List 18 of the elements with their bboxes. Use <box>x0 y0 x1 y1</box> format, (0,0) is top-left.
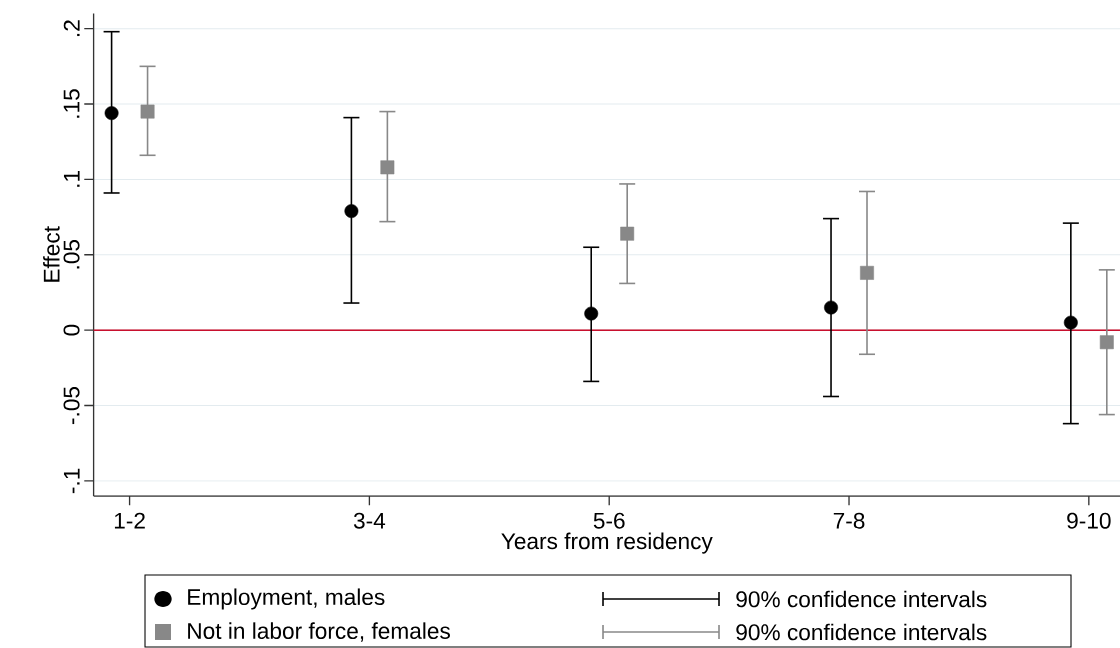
y-tick-label: .2 <box>63 20 80 37</box>
text: 90% confidence intervals <box>736 623 987 641</box>
text: 90% confidence intervals <box>736 590 987 608</box>
x-tick-label: 1-2 <box>114 512 145 529</box>
y-axis-title: Effect <box>43 226 60 282</box>
y-tick-label: .05 <box>63 239 80 269</box>
y-tick-label: 0 <box>63 324 80 336</box>
x-tick-label: 7-8 <box>833 512 865 529</box>
y-tick-label: .15 <box>63 89 80 118</box>
legend-label: Employment, males <box>188 588 385 610</box>
y-tick-label: .1 <box>63 171 80 187</box>
x-tick-label: 9-10 <box>1067 512 1111 529</box>
x-axis-title: Years from residency <box>501 532 713 554</box>
x-tick-label: 5-6 <box>593 512 625 529</box>
y-tick-label: -.05 <box>63 386 80 425</box>
x-tick-label: 3-4 <box>353 512 386 529</box>
y-tick-label: -.1 <box>63 468 80 494</box>
legend-label: Not in labor force, females <box>188 622 450 642</box>
